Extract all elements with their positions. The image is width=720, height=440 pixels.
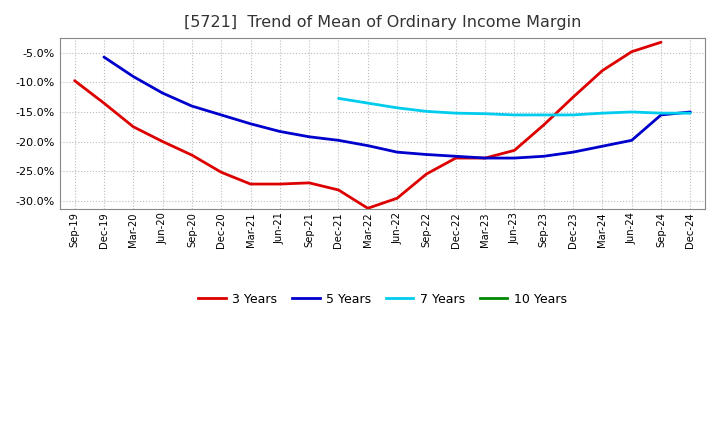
5 Years: [627, 138, 636, 143]
3 Years: [510, 148, 518, 153]
5 Years: [334, 138, 343, 143]
Line: 7 Years: 7 Years: [338, 99, 690, 115]
5 Years: [187, 103, 196, 109]
5 Years: [598, 143, 607, 149]
5 Years: [246, 121, 255, 126]
7 Years: [510, 112, 518, 117]
3 Years: [364, 205, 372, 211]
3 Years: [276, 181, 284, 187]
5 Years: [305, 134, 313, 139]
3 Years: [569, 95, 577, 100]
3 Years: [99, 100, 108, 106]
5 Years: [129, 74, 138, 79]
7 Years: [569, 112, 577, 117]
3 Years: [71, 78, 79, 83]
3 Years: [539, 122, 548, 128]
3 Years: [217, 169, 225, 175]
5 Years: [657, 112, 665, 117]
7 Years: [686, 110, 695, 116]
7 Years: [627, 109, 636, 114]
3 Years: [627, 49, 636, 55]
5 Years: [276, 129, 284, 134]
3 Years: [481, 155, 490, 161]
7 Years: [598, 110, 607, 116]
7 Years: [657, 110, 665, 116]
Line: 3 Years: 3 Years: [75, 42, 661, 208]
3 Years: [657, 40, 665, 45]
3 Years: [305, 180, 313, 186]
3 Years: [393, 196, 402, 201]
3 Years: [334, 187, 343, 193]
5 Years: [393, 150, 402, 155]
7 Years: [364, 100, 372, 106]
Line: 5 Years: 5 Years: [104, 57, 690, 158]
Legend: 3 Years, 5 Years, 7 Years, 10 Years: 3 Years, 5 Years, 7 Years, 10 Years: [194, 288, 572, 311]
5 Years: [539, 154, 548, 159]
5 Years: [686, 109, 695, 114]
3 Years: [451, 155, 460, 161]
7 Years: [334, 96, 343, 101]
7 Years: [451, 110, 460, 116]
5 Years: [99, 55, 108, 60]
5 Years: [510, 155, 518, 161]
5 Years: [481, 155, 490, 161]
7 Years: [481, 111, 490, 116]
7 Years: [422, 109, 431, 114]
3 Years: [158, 139, 167, 144]
7 Years: [393, 105, 402, 110]
Title: [5721]  Trend of Mean of Ordinary Income Margin: [5721] Trend of Mean of Ordinary Income …: [184, 15, 581, 30]
3 Years: [598, 68, 607, 73]
3 Years: [129, 124, 138, 129]
5 Years: [451, 154, 460, 159]
5 Years: [422, 152, 431, 157]
3 Years: [187, 152, 196, 158]
5 Years: [569, 150, 577, 155]
5 Years: [217, 112, 225, 117]
5 Years: [364, 143, 372, 148]
7 Years: [539, 112, 548, 117]
3 Years: [246, 181, 255, 187]
5 Years: [158, 90, 167, 95]
3 Years: [422, 171, 431, 176]
